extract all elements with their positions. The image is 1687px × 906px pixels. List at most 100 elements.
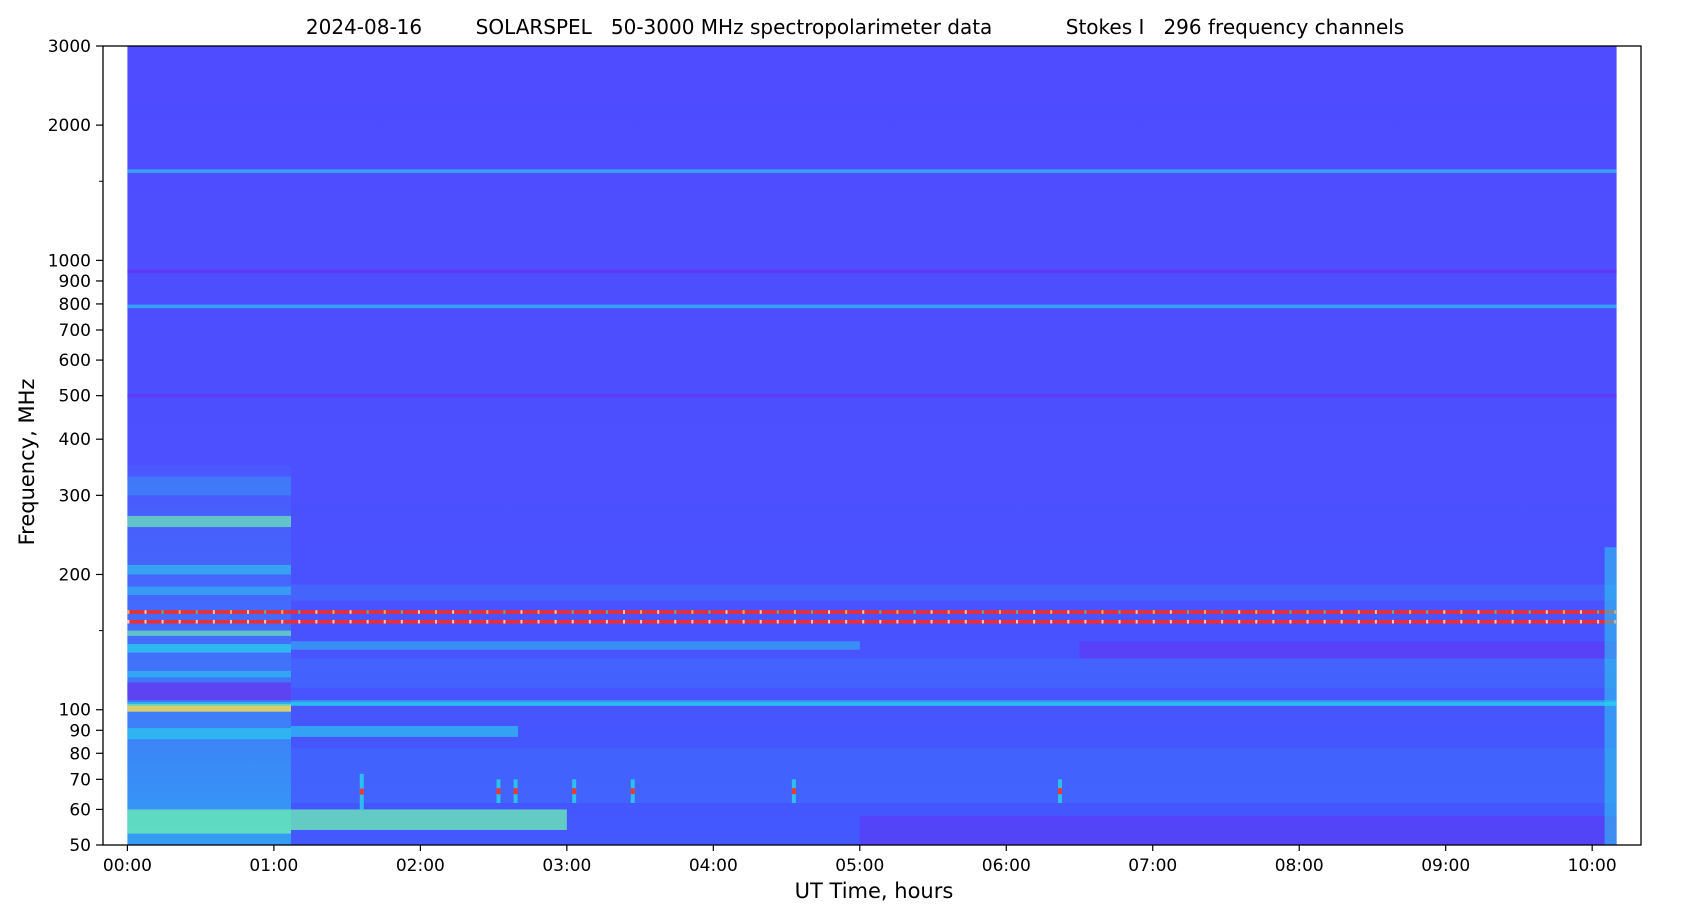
rfi-flicker [161,610,164,614]
rfi-flicker [1545,619,1548,624]
rfi-flicker [725,619,728,624]
rfi-flicker [981,610,984,614]
rfi-flicker [349,610,352,614]
rfi-flicker [1562,610,1565,614]
band [1079,641,1617,659]
band [290,809,567,830]
burst-core [572,788,577,795]
enhanced-region [127,465,291,845]
rfi-flicker [1409,610,1412,614]
rfi-flicker [947,610,950,614]
rfi-flicker [1067,619,1070,624]
rfi-flicker [178,610,181,614]
rfi-flicker [1186,619,1189,624]
rfi-flicker [520,610,523,614]
rfi-flicker [913,610,916,614]
burst-core [1057,788,1062,795]
y-tick-label: 600 [59,351,91,371]
x-tick-label: 05:00 [835,856,884,876]
rfi-flicker [315,610,318,614]
y-axis-label: Frequency, MHz [15,379,39,546]
rfi-flicker [1562,619,1565,624]
rfi-flicker [742,619,745,624]
rfi-flicker [588,610,591,614]
early-band [127,644,291,653]
rfi-flicker [1528,619,1531,624]
rfi-flicker [998,610,1001,614]
rfi-flicker [793,619,796,624]
rfi-flicker [1289,610,1292,614]
y-tick-label: 900 [59,272,91,292]
rfi-flicker [144,619,147,624]
rfi-flicker [1426,619,1429,624]
rfi-flicker [212,619,215,624]
rfi-flicker [571,619,574,624]
early-band [127,728,291,740]
band [859,816,1617,845]
rfi-flicker [845,619,848,624]
early-band [127,703,291,712]
rfi-flicker [1152,619,1155,624]
burst-core [513,788,518,795]
y-tick-label: 80 [69,744,91,764]
rfi-flicker [742,610,745,614]
rfi-flicker [417,619,420,624]
rfi-line [127,702,1617,706]
rfi-flicker [622,610,625,614]
x-tick-label: 03:00 [542,856,591,876]
x-tick-label: 04:00 [689,856,738,876]
rfi-flicker [127,610,130,614]
rfi-flicker [144,610,147,614]
rfi-flicker [1511,610,1514,614]
title-stokes: Stokes I 296 frequency channels [1066,15,1404,39]
rfi-flicker [212,610,215,614]
rfi-flicker [1272,610,1275,614]
band [290,726,519,737]
rfi-flicker [520,619,523,624]
early-band [127,809,291,834]
rfi-flicker [708,610,711,614]
rfi-line [127,304,1617,309]
x-axis: 00:00 01:00 02:00 03:00 04:00 05:00 06:00 07:00… [103,845,1617,876]
rfi-flicker [640,610,643,614]
rfi-flicker [1050,610,1053,614]
rfi-flicker [537,619,540,624]
rfi-flicker [1101,610,1104,614]
rfi-flicker [964,619,967,624]
early-band [127,670,291,678]
rfi-flicker [1152,610,1155,614]
rfi-flicker [776,610,779,614]
rfi-flicker [332,619,335,624]
rfi-flicker [674,619,677,624]
y-tick-label: 90 [69,721,91,741]
rfi-flicker [178,619,181,624]
rfi-flicker [1255,610,1258,614]
rfi-flicker [1221,610,1224,614]
y-tick-label: 400 [59,430,91,450]
rfi-flicker [657,610,660,614]
rfi-flicker [435,610,438,614]
rfi-flicker [229,619,232,624]
rfi-flicker [298,610,301,614]
rfi-flicker [1238,619,1241,624]
rfi-flicker [537,610,540,614]
rfi-flicker [1374,619,1377,624]
rfi-flicker [1221,619,1224,624]
y-tick-label: 2000 [48,116,91,136]
y-tick-label: 70 [69,770,91,790]
rfi-flicker [1238,610,1241,614]
rfi-flicker [1477,610,1480,614]
rfi-flicker [896,610,899,614]
rfi-flicker [503,619,506,624]
rfi-flicker [879,619,882,624]
early-band [127,515,291,528]
y-tick-label: 60 [69,800,91,820]
rfi-flicker [1272,619,1275,624]
rfi-flicker [1477,619,1480,624]
rfi-flicker [1186,610,1189,614]
rfi-flicker [998,619,1001,624]
rfi-flicker [691,610,694,614]
rfi-flicker [1084,619,1087,624]
x-tick-label: 00:00 [103,856,152,876]
